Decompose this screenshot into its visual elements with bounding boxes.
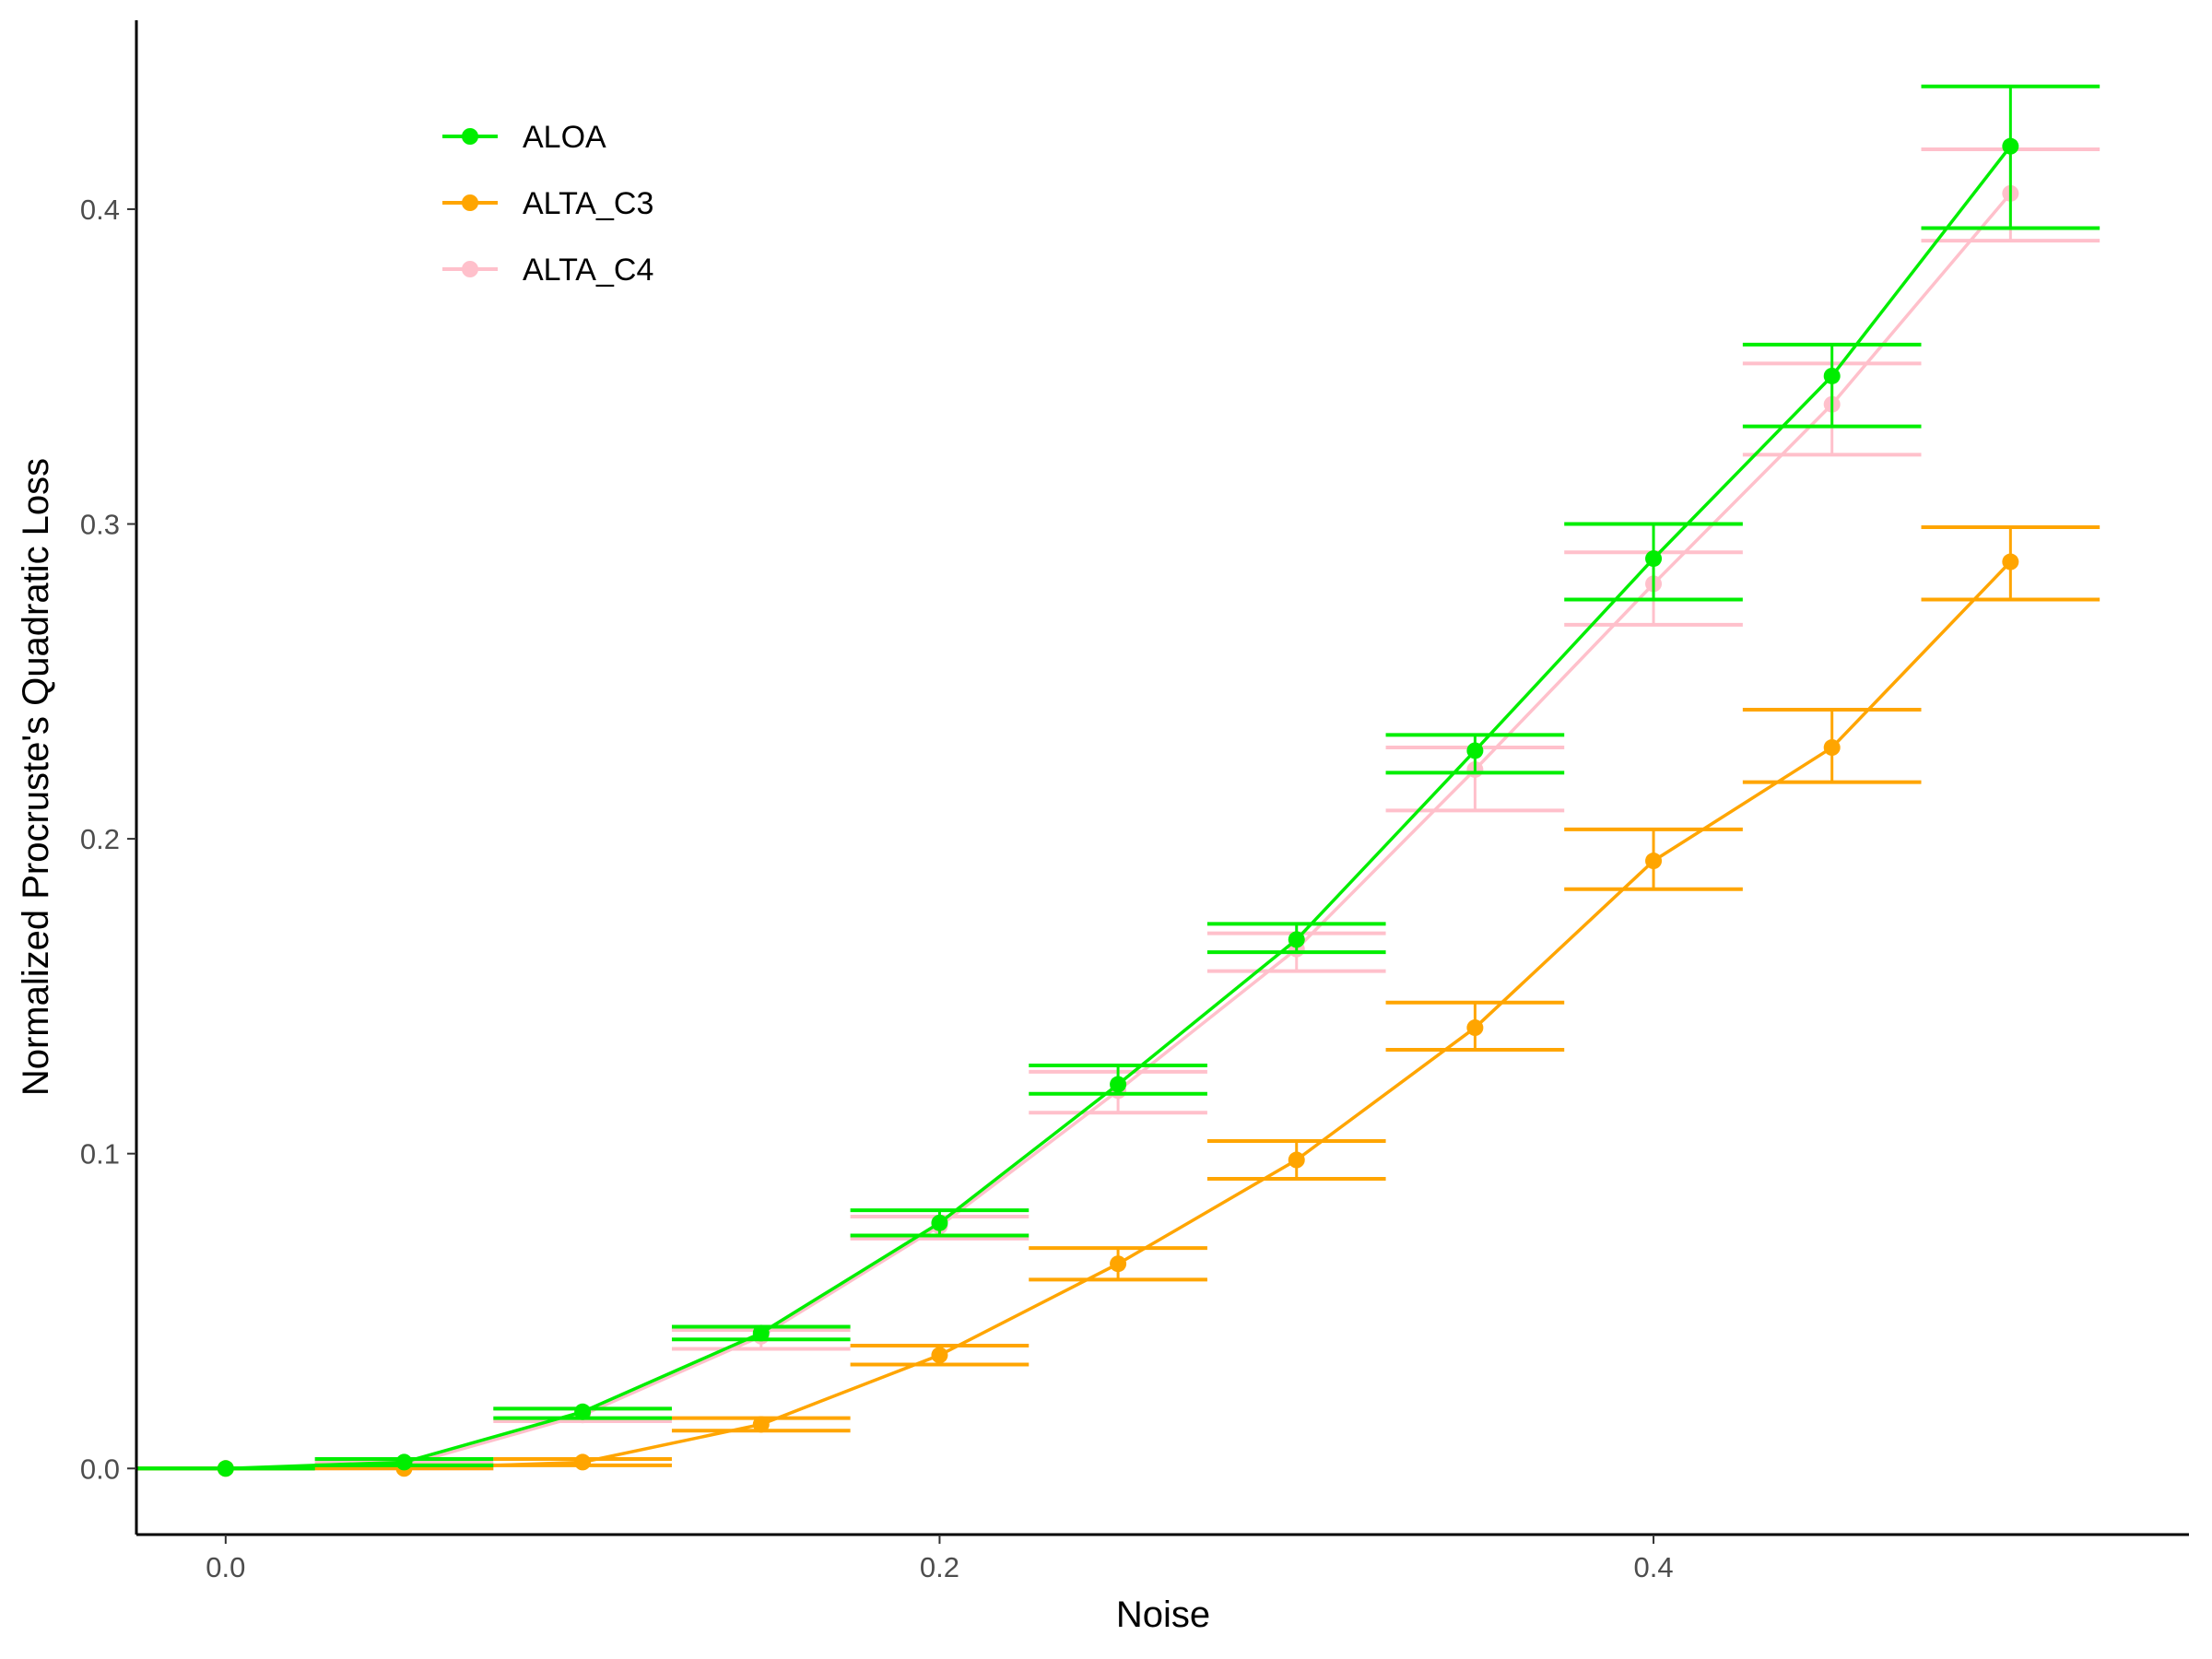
legend-swatch-point bbox=[462, 194, 478, 211]
data-point bbox=[1110, 1076, 1127, 1093]
x-tick-label: 0.4 bbox=[1633, 1551, 1673, 1583]
legend-label: ALTA_C4 bbox=[523, 253, 653, 288]
data-point bbox=[1645, 550, 1663, 568]
legend-item: ALTA_C3 bbox=[442, 186, 653, 221]
y-tick-label: 0.1 bbox=[80, 1138, 120, 1171]
data-point bbox=[574, 1403, 592, 1420]
data-point bbox=[931, 1347, 948, 1364]
plot-area bbox=[136, 84, 2100, 1477]
legend-item: ALOA bbox=[442, 120, 606, 155]
x-axis-title: Noise bbox=[1116, 1594, 1210, 1635]
data-point bbox=[752, 1324, 770, 1342]
axes bbox=[135, 20, 2189, 1536]
series-line bbox=[225, 560, 2012, 1471]
series-aloa bbox=[136, 84, 2100, 1477]
legend-label: ALOA bbox=[523, 120, 606, 155]
x-tick-label: 0.2 bbox=[920, 1551, 959, 1583]
legend-item: ALTA_C4 bbox=[442, 253, 653, 288]
data-point bbox=[1645, 853, 1663, 870]
data-point bbox=[1823, 367, 1841, 384]
data-point bbox=[1823, 739, 1841, 757]
legend: ALOA ALTA_C3 ALTA_C4 bbox=[442, 120, 653, 288]
y-axis-title: Normalized Procruste's Quadratic Loss bbox=[16, 458, 56, 1096]
data-point bbox=[574, 1453, 592, 1471]
legend-swatch-point bbox=[462, 128, 478, 145]
series-alta-c3 bbox=[136, 524, 2100, 1477]
data-point bbox=[1466, 742, 1484, 759]
data-point bbox=[2002, 137, 2019, 155]
legend-swatch-point bbox=[462, 261, 478, 277]
y-tick-label: 0.2 bbox=[80, 823, 120, 855]
data-point bbox=[752, 1416, 770, 1433]
data-point bbox=[217, 1460, 234, 1477]
data-point bbox=[395, 1453, 413, 1471]
data-point bbox=[1466, 1019, 1484, 1037]
data-point bbox=[2002, 553, 2019, 571]
data-point bbox=[1288, 1151, 1305, 1169]
data-point bbox=[1288, 931, 1305, 948]
y-tick-label: 0.4 bbox=[80, 194, 120, 226]
y-tick-label: 0.3 bbox=[80, 509, 120, 541]
y-tick-label: 0.0 bbox=[80, 1453, 120, 1485]
legend-label: ALTA_C3 bbox=[523, 186, 653, 221]
ticks: 0.0 0.1 0.2 0.3 0.4 0.0 0.2 0.4 bbox=[80, 194, 1674, 1583]
data-point bbox=[931, 1214, 948, 1231]
data-point bbox=[1110, 1255, 1127, 1273]
x-tick-label: 0.0 bbox=[206, 1551, 245, 1583]
